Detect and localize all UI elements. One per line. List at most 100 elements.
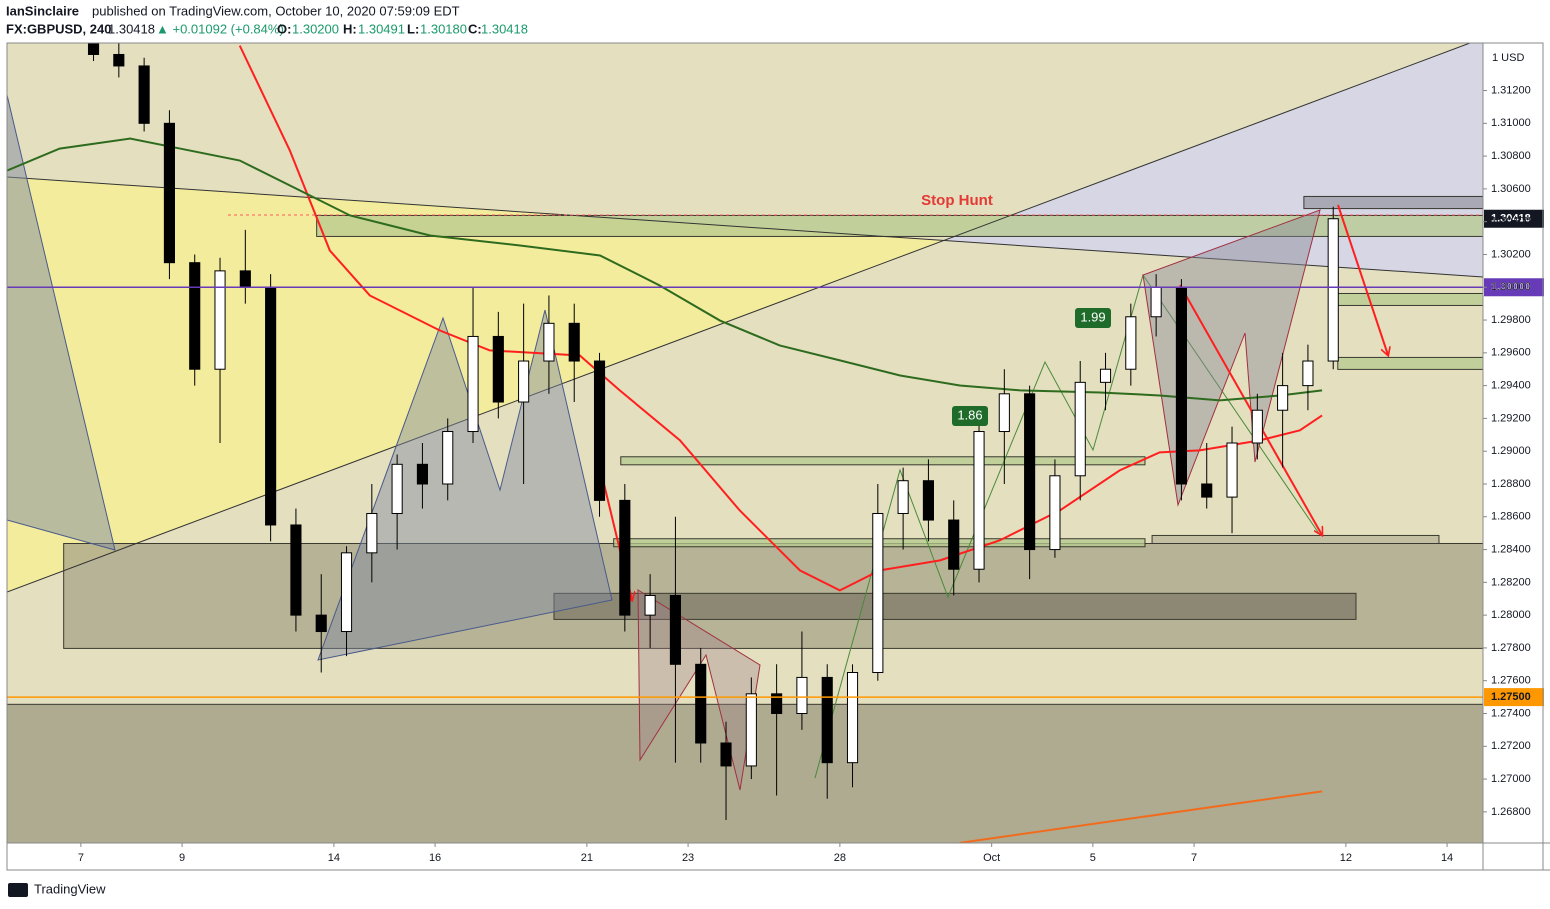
drawings xyxy=(7,43,1483,791)
candle-body xyxy=(239,270,251,288)
candle-body xyxy=(1327,218,1339,362)
candle-body xyxy=(745,693,757,767)
axes: 1.26800 1.27000 1.27200 1.27400 1.27600 1.278… xyxy=(78,84,1531,863)
price-tag-label: 1.30000 xyxy=(1491,281,1531,293)
annotation: Stop Hunt xyxy=(921,192,993,209)
price-tag-label: 1.30418 xyxy=(1491,213,1531,225)
y-tick-label: 1.27000 xyxy=(1491,773,1531,785)
candle-body xyxy=(543,322,555,362)
candle-body xyxy=(846,672,859,764)
annotation: 1.86 xyxy=(957,407,982,422)
zone xyxy=(553,592,1357,620)
x-tick-label: 14 xyxy=(328,852,340,864)
x-tick-label: 14 xyxy=(1441,852,1453,864)
x-tick-label: 23 xyxy=(682,852,694,864)
y-tick-label: 1.30600 xyxy=(1491,183,1531,195)
candle-body xyxy=(998,393,1010,433)
x-tick-label: 7 xyxy=(78,852,84,864)
pattern xyxy=(7,94,116,551)
y-tick-label: 1.28000 xyxy=(1491,609,1531,621)
frame xyxy=(6,42,1544,871)
y-tick-label: 1.29200 xyxy=(1491,412,1531,424)
candle-body xyxy=(518,360,530,403)
candle-body xyxy=(113,53,125,67)
candle-body xyxy=(87,43,100,55)
y-tick-label: 1.28400 xyxy=(1491,543,1531,555)
x-tick-label: 28 xyxy=(834,852,846,864)
author: IanSinclaire xyxy=(6,3,79,18)
annotation: 1.99 xyxy=(1080,309,1105,324)
published: published on TradingView.com, October 10… xyxy=(92,3,460,18)
candle-body xyxy=(163,122,175,264)
last-price: 1.30418 xyxy=(108,21,155,36)
candle-body xyxy=(695,663,707,744)
y-tick-label: 1.31000 xyxy=(1491,117,1531,129)
candle-body xyxy=(644,594,656,616)
y-tick-label: 1.30400 xyxy=(1491,216,1531,228)
y-tick-label: 1.28800 xyxy=(1491,478,1531,490)
label-box xyxy=(952,406,988,426)
candle-body xyxy=(1074,381,1086,477)
y-tick-label: 1.31200 xyxy=(1491,84,1531,96)
candle-body xyxy=(1226,442,1238,498)
y-tick-label: 1.29400 xyxy=(1491,380,1531,392)
y-tick-label: 1.29600 xyxy=(1491,347,1531,359)
y-tick-label: 1.29000 xyxy=(1491,445,1531,457)
candle-body xyxy=(771,693,783,714)
ohlc-value: 1.30491 xyxy=(358,21,405,36)
zone xyxy=(1303,195,1483,210)
ohlc-label: L: xyxy=(407,21,419,36)
x-tick-label: 5 xyxy=(1090,852,1096,864)
candle-body xyxy=(821,676,833,764)
price-tag xyxy=(1484,209,1544,228)
x-tick-label: 16 xyxy=(429,852,441,864)
candle-body xyxy=(265,286,277,526)
y-tick-label: 1.28200 xyxy=(1491,576,1531,588)
ohlc-label: O: xyxy=(277,21,291,36)
trendline xyxy=(7,176,1483,278)
change: ▲ +0.01092 (+0.84%) xyxy=(156,21,284,36)
candle-body xyxy=(467,335,479,433)
footer: TradingView xyxy=(8,881,106,897)
brand: TradingView xyxy=(34,881,106,896)
x-tick-label: 7 xyxy=(1191,852,1197,864)
candle-body xyxy=(442,431,454,485)
candle-body xyxy=(1175,286,1187,485)
y-tick-label: 1.27400 xyxy=(1491,707,1531,719)
candle-body xyxy=(948,519,960,570)
ohlc-value: 1.30200 xyxy=(292,21,339,36)
price-tag xyxy=(1484,688,1544,707)
candle-body xyxy=(1024,393,1036,551)
candle-body xyxy=(1201,483,1213,498)
candle-body xyxy=(290,524,302,616)
candle-body xyxy=(796,676,808,714)
zone xyxy=(7,703,1483,843)
candle-body xyxy=(568,322,580,362)
candle-body xyxy=(973,431,985,570)
zone xyxy=(1337,292,1483,306)
candle-body xyxy=(492,335,504,403)
moving-average xyxy=(7,137,1323,402)
y-tick-label: 1.30000 xyxy=(1491,281,1531,293)
label-box xyxy=(1075,308,1111,328)
candle-body xyxy=(872,512,884,674)
candle-body xyxy=(1251,409,1263,444)
y-tick-label: 1.27600 xyxy=(1491,675,1531,687)
candle-body xyxy=(138,65,150,124)
currency: 1 USD xyxy=(1492,52,1524,64)
zone xyxy=(620,456,1146,466)
candle-body xyxy=(669,594,681,665)
y-tick-label: 1.28600 xyxy=(1491,511,1531,523)
arrow xyxy=(1179,284,1322,535)
y-tick-label: 1.26800 xyxy=(1491,806,1531,818)
y-tick-label: 1.30800 xyxy=(1491,150,1531,162)
header: IanSinclaire published on TradingView.co… xyxy=(6,3,528,36)
ohlc-label: H: xyxy=(343,21,357,36)
candle-body xyxy=(366,512,378,554)
trendline xyxy=(7,43,1471,593)
price-tag-label: 1.27500 xyxy=(1491,691,1531,703)
arrow xyxy=(1337,204,1388,355)
candle-body xyxy=(315,614,327,633)
y-tick-label: 1.27200 xyxy=(1491,740,1531,752)
